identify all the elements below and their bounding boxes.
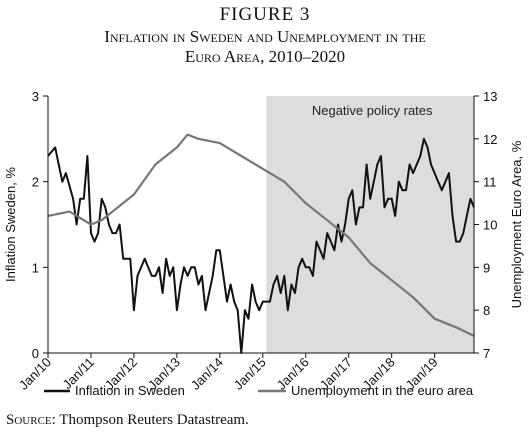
y-right-axis-label: Unemployment Euro Area, % [509, 140, 524, 308]
figure-label: FIGURE 3 [219, 4, 311, 25]
series-line-unemployment-euro-area [47, 133, 475, 337]
source-text: Thompson Reuters Datastream. [55, 412, 249, 428]
y-left-axis-label: Inflation Sweden, % [3, 167, 18, 282]
shaded-region-layer: Negative policy rates [266, 96, 474, 353]
y-right-tick-label: 9 [483, 260, 490, 275]
chart-title-line-1: Inflation in Sweden and Unemployment in … [104, 27, 426, 46]
x-tick-label: Jan/15 [231, 355, 269, 393]
legend-label-inflation-sweden: Inflation in Sweden [75, 383, 185, 398]
y-left-tick-label: 0 [32, 346, 39, 361]
y-right-tick-label: 13 [483, 89, 497, 104]
source-key: Source: [6, 412, 56, 428]
y-right-tick-label: 7 [483, 346, 490, 361]
legend-label-unemployment-euro-area: Unemployment in the euro area [291, 383, 474, 398]
chart-title: Inflation in Sweden and Unemployment in … [20, 27, 510, 67]
y-left-tick-label: 2 [32, 175, 39, 190]
y-right-tick-label: 10 [483, 218, 497, 233]
shaded-region-label: Negative policy rates [312, 103, 433, 118]
y-right-tick-label: 12 [483, 132, 497, 147]
series-line-inflation-sweden [47, 137, 475, 354]
y-right-tick-label: 11 [483, 175, 497, 190]
y-right-tick-label: 8 [483, 303, 490, 318]
y-left-tick-label: 3 [32, 89, 39, 104]
shaded-region [266, 96, 474, 353]
source-note: Source: Thompson Reuters Datastream. [6, 412, 249, 429]
chart-title-line-2: Euro Area, 2010–2020 [184, 47, 346, 66]
y-left-tick-label: 1 [32, 260, 39, 275]
legend: Inflation in Sweden Unemployment in the e… [44, 383, 474, 398]
x-tick-label: Jan/14 [188, 355, 226, 393]
chart-svg: Negative policy rates 012378910111213Jan… [3, 89, 524, 398]
series-layer [47, 133, 475, 354]
